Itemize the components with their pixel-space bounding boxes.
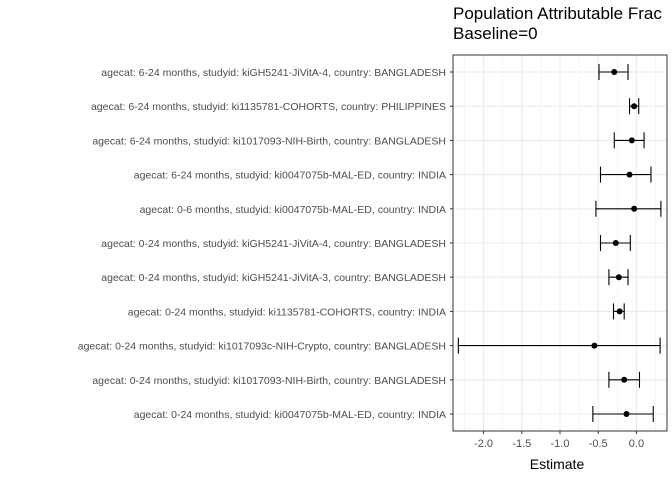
estimate-point (621, 376, 628, 383)
y-tick-label: agecat: 0-24 months, studyid: ki1017093c… (78, 341, 446, 353)
x-tick-label: 0.0 (629, 438, 644, 450)
x-axis-label: Estimate (530, 456, 585, 472)
estimate-point (615, 274, 622, 281)
chart-title-block: Population Attributable Frac Baseline=0 (453, 4, 662, 44)
estimate-point (623, 411, 630, 417)
x-tick-label: -1.5 (512, 438, 531, 450)
estimate-point (631, 205, 638, 212)
estimate-point (626, 171, 633, 178)
estimate-point (612, 240, 619, 246)
chart-title: Population Attributable Frac (453, 4, 662, 23)
y-tick-label: agecat: 0-24 months, studyid: kiGH5241-J… (101, 272, 446, 284)
y-tick-label: agecat: 0-24 months, studyid: ki1135781-… (128, 306, 446, 318)
y-tick-label: agecat: 6-24 months, studyid: ki1017093-… (92, 135, 446, 147)
y-tick-label: agecat: 6-24 months, studyid: ki1135781-… (91, 101, 446, 113)
x-tick-label: -1.0 (551, 438, 570, 450)
y-tick-label: agecat: 0-24 months, studyid: ki0047075b… (134, 409, 446, 421)
estimate-point (611, 69, 618, 75)
x-tick-label: -2.0 (474, 438, 493, 450)
estimate-point (591, 342, 598, 349)
chart-subtitle: Baseline=0 (453, 24, 538, 43)
y-tick-label: agecat: 6-24 months, studyid: ki0047075b… (134, 170, 446, 182)
y-tick-label: agecat: 0-6 months, studyid: ki0047075b-… (140, 204, 446, 216)
y-tick-label: agecat: 0-24 months, studyid: kiGH5241-J… (101, 238, 446, 250)
estimate-point (628, 137, 635, 144)
estimate-point (631, 103, 638, 110)
y-tick-label: agecat: 0-24 months, studyid: ki1017093-… (92, 375, 446, 387)
x-tick-label: -0.5 (589, 438, 608, 450)
estimate-point (616, 308, 623, 315)
y-tick-label: agecat: 6-24 months, studyid: kiGH5241-J… (101, 67, 446, 79)
